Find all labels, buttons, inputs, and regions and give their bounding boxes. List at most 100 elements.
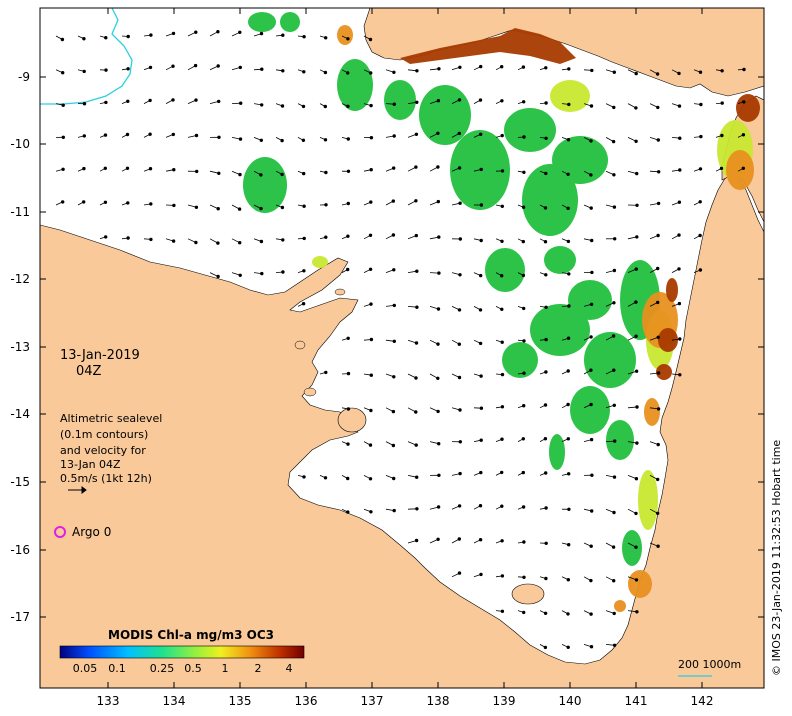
x-tick-label: 133 bbox=[96, 694, 120, 708]
velocity-arrowhead-icon bbox=[392, 339, 396, 343]
velocity-arrowhead-icon bbox=[544, 305, 548, 309]
velocity-arrowhead-icon bbox=[171, 64, 175, 68]
axis-tick-marks bbox=[40, 8, 764, 688]
velocity-arrowhead-icon bbox=[346, 442, 350, 446]
velocity-arrowhead-icon bbox=[149, 33, 153, 37]
y-tick-label: -15 bbox=[10, 475, 30, 489]
colorbar-tick-label: 4 bbox=[285, 662, 293, 675]
y-tick-label: -11 bbox=[10, 205, 30, 219]
velocity-arrowhead-icon bbox=[741, 133, 746, 137]
velocity-arrowhead-icon bbox=[238, 241, 242, 245]
velocity-arrowhead-icon bbox=[635, 610, 639, 614]
velocity-arrowhead-icon bbox=[500, 133, 504, 138]
colorbar-box bbox=[59, 645, 305, 659]
velocity-arrowhead-icon bbox=[458, 273, 462, 277]
velocity-arrowhead-icon bbox=[522, 540, 526, 544]
velocity-arrowhead-icon bbox=[238, 137, 243, 141]
velocity-arrowhead-icon bbox=[216, 64, 220, 68]
velocity-arrowhead-icon bbox=[415, 305, 419, 309]
velocity-arrowhead-icon bbox=[656, 201, 661, 206]
velocity-arrowhead-icon bbox=[500, 470, 504, 475]
velocity-arrowhead-icon bbox=[589, 206, 593, 210]
velocity-arrowhead-icon bbox=[634, 267, 638, 271]
velocity-arrowhead-icon bbox=[126, 67, 130, 71]
velocity-arrowhead-icon bbox=[436, 307, 441, 311]
velocity-arrowhead-icon bbox=[457, 504, 462, 508]
velocity-arrowhead-icon bbox=[436, 99, 441, 103]
velocity-arrowhead-icon bbox=[567, 507, 571, 511]
velocity-arrowhead-icon bbox=[216, 30, 220, 34]
velocity-arrowhead-icon bbox=[698, 167, 703, 171]
velocity-arrowhead-icon bbox=[125, 166, 130, 171]
velocity-arrowhead-icon bbox=[635, 405, 639, 409]
velocity-arrowhead-icon bbox=[635, 235, 639, 239]
velocity-arrowhead-icon bbox=[589, 544, 593, 548]
velocity-arrowhead-icon bbox=[521, 437, 525, 441]
velocity-arrowhead-icon bbox=[414, 443, 418, 447]
velocity-arrowhead-icon bbox=[415, 475, 419, 479]
velocity-arrowhead-icon bbox=[457, 308, 462, 312]
velocity-arrowhead-icon bbox=[500, 204, 504, 209]
velocity-arrowhead-icon bbox=[193, 63, 198, 68]
legend-note-line: and velocity for bbox=[60, 444, 146, 457]
velocity-arrowhead-icon bbox=[479, 470, 483, 475]
velocity-arrowhead-icon bbox=[346, 336, 350, 340]
velocity-arrowhead-icon bbox=[171, 98, 175, 102]
velocity-arrowhead-icon bbox=[720, 69, 724, 73]
velocity-arrowhead-icon bbox=[436, 376, 440, 380]
velocity-arrowhead-icon bbox=[677, 104, 682, 108]
velocity-arrowhead-icon bbox=[346, 104, 350, 109]
velocity-arrowhead-icon bbox=[613, 237, 617, 241]
velocity-arrowhead-icon bbox=[589, 335, 593, 339]
velocity-arrowhead-icon bbox=[544, 101, 548, 105]
velocity-arrowhead-icon bbox=[392, 268, 396, 272]
velocity-arrowhead-icon bbox=[104, 100, 108, 105]
velocity-arrowhead-icon bbox=[171, 31, 176, 36]
velocity-arrowhead-icon bbox=[281, 33, 285, 37]
velocity-arrowhead-icon bbox=[567, 67, 571, 71]
velocity-arrowhead-icon bbox=[324, 370, 328, 375]
velocity-arrowhead-icon bbox=[103, 166, 108, 171]
velocity-arrowhead-icon bbox=[436, 537, 440, 541]
velocity-arrowhead-icon bbox=[346, 267, 350, 272]
velocity-arrowhead-icon bbox=[414, 199, 418, 203]
velocity-arrowhead-icon bbox=[302, 236, 306, 241]
velocity-arrowhead-icon bbox=[612, 643, 617, 647]
velocity-arrowhead-icon bbox=[82, 69, 86, 74]
velocity-arrowhead-icon bbox=[677, 200, 682, 204]
velocity-arrowhead-icon bbox=[280, 205, 285, 210]
velocity-arrowhead-icon bbox=[656, 371, 661, 375]
velocity-arrowhead-icon bbox=[369, 302, 373, 306]
velocity-arrowhead-icon bbox=[543, 437, 548, 441]
velocity-arrowhead-icon bbox=[415, 269, 419, 273]
y-tick-label: -13 bbox=[10, 340, 30, 354]
velocity-arrowhead-icon bbox=[457, 98, 462, 102]
velocity-arrowhead-icon bbox=[457, 571, 462, 575]
velocity-arrowhead-icon bbox=[567, 543, 571, 547]
velocity-arrowhead-icon bbox=[635, 203, 639, 208]
land-north bbox=[363, 8, 764, 97]
velocity-arrowhead-icon bbox=[346, 234, 350, 238]
chlorophyll-green-patches bbox=[243, 12, 660, 566]
velocity-arrowhead-icon bbox=[280, 138, 284, 143]
velocity-arrowhead-icon bbox=[260, 271, 264, 276]
velocity-arrowhead-icon bbox=[656, 477, 660, 482]
x-tick-label: 135 bbox=[228, 694, 252, 708]
velocity-arrowhead-icon bbox=[391, 233, 396, 237]
velocity-arrowhead-icon bbox=[567, 472, 571, 476]
velocity-arrowhead-icon bbox=[634, 511, 638, 516]
colorbar-tick-label: 1 bbox=[221, 662, 229, 675]
velocity-arrowhead-icon bbox=[302, 475, 306, 479]
velocity-arrowhead-icon bbox=[612, 205, 617, 209]
velocity-arrowhead-icon bbox=[61, 135, 65, 140]
velocity-arrowhead-icon bbox=[742, 100, 746, 104]
velocity-arrowhead-icon bbox=[61, 200, 65, 204]
velocity-arrowhead-icon bbox=[612, 301, 616, 305]
colorbar-tick-label: 0.05 bbox=[72, 662, 98, 675]
velocity-arrowhead-icon bbox=[82, 102, 87, 106]
velocity-arrowhead-icon bbox=[478, 341, 483, 346]
velocity-arrowhead-icon bbox=[436, 409, 440, 414]
velocity-arrowhead-icon bbox=[301, 104, 306, 109]
velocity-arrowhead-icon bbox=[437, 473, 441, 477]
velocity-arrowhead-icon bbox=[522, 575, 526, 579]
